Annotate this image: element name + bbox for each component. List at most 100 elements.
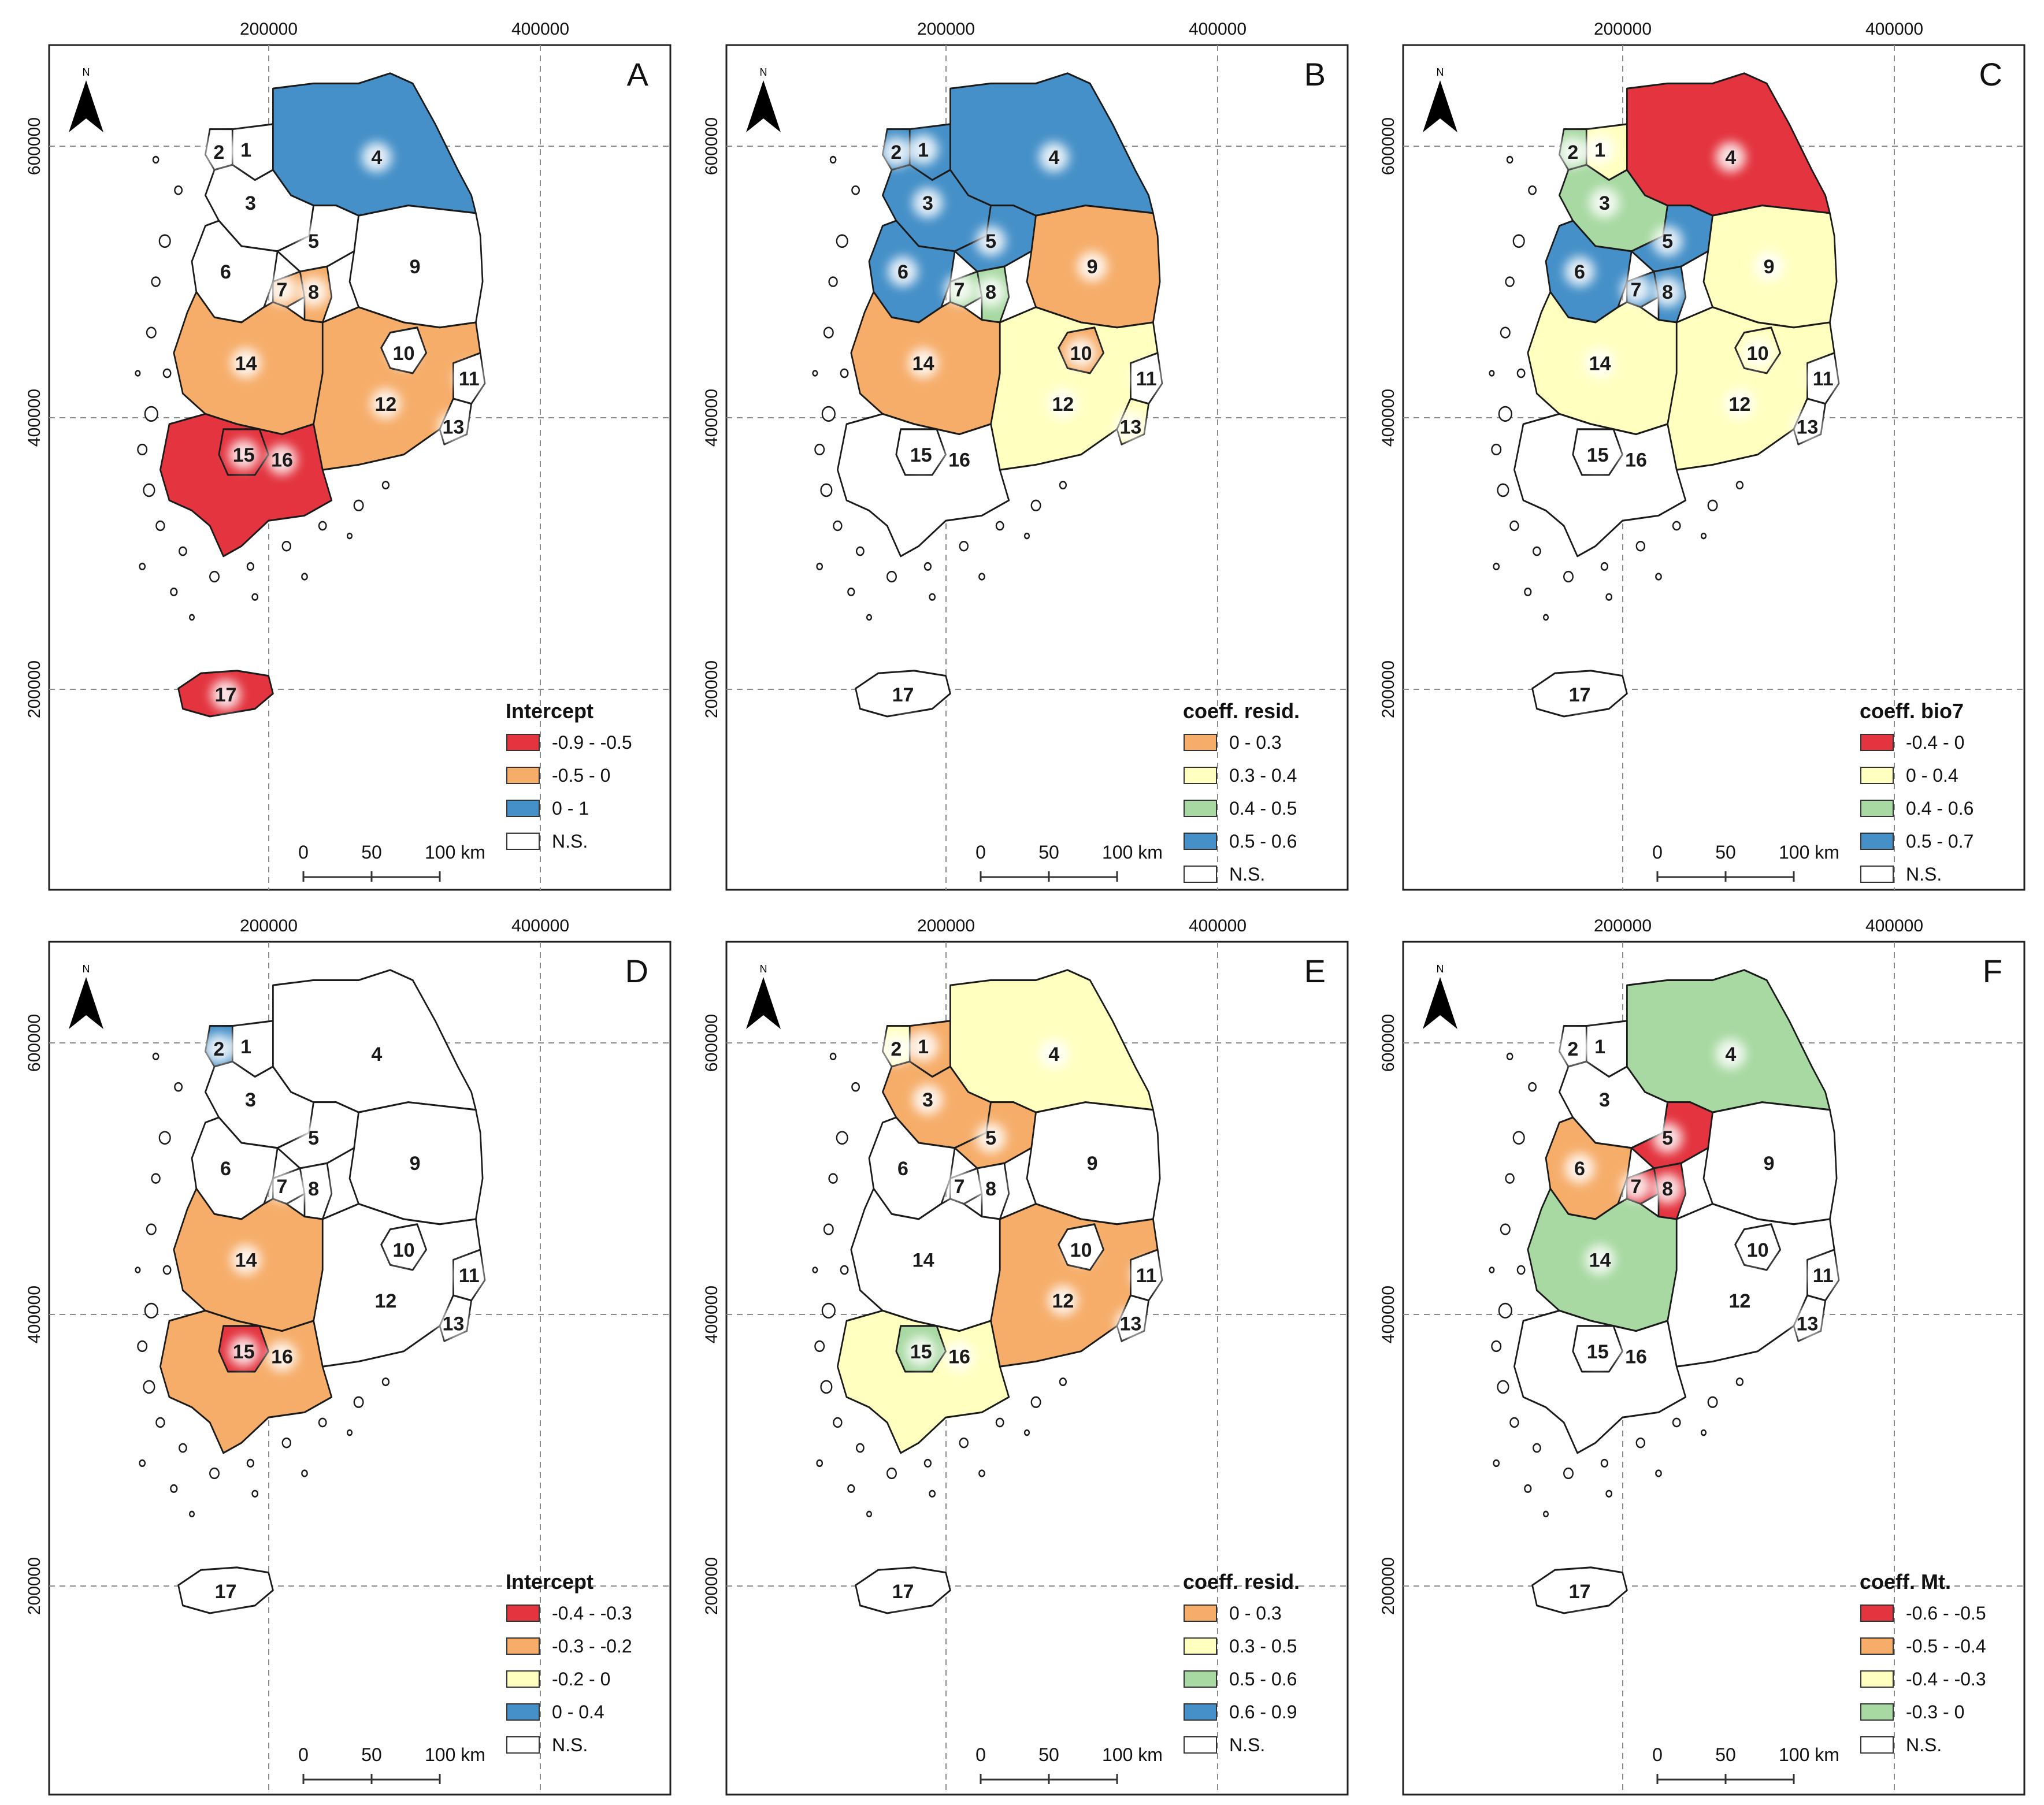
legend: Intercept -0.4 - -0.3 -0.3 - -0.2 -0.2 - 0 0… xyxy=(506,1570,632,1755)
island xyxy=(829,1052,837,1060)
island xyxy=(814,443,825,456)
island xyxy=(174,185,183,195)
legend-swatch xyxy=(1860,866,1894,883)
scale-tick-label: 100 km xyxy=(1102,842,1163,863)
region-number-label: 14 xyxy=(912,1249,934,1271)
region-number-label: 8 xyxy=(1662,1178,1673,1200)
legend-title: coeff. resid. xyxy=(1183,1570,1300,1594)
island xyxy=(1672,521,1681,531)
island xyxy=(158,234,171,248)
region-number-label: 16 xyxy=(948,450,970,471)
island xyxy=(840,1265,849,1275)
island xyxy=(1524,587,1532,596)
legend-swatch xyxy=(1184,734,1217,751)
island xyxy=(812,370,818,377)
island xyxy=(1563,570,1574,583)
island xyxy=(820,483,833,497)
island xyxy=(1524,1484,1532,1493)
island xyxy=(174,1082,183,1092)
island xyxy=(836,1131,848,1145)
region-number-label: 7 xyxy=(1631,279,1642,301)
region-number-label: 5 xyxy=(985,231,996,252)
island xyxy=(828,276,838,287)
region-number-label: 2 xyxy=(891,1038,902,1060)
island xyxy=(1635,540,1645,552)
region-number-label: 7 xyxy=(1631,1176,1642,1198)
north-label: N xyxy=(760,963,767,975)
island xyxy=(821,406,836,422)
island xyxy=(1563,1467,1574,1480)
region-number-label: 9 xyxy=(410,1153,421,1175)
island xyxy=(1707,499,1718,511)
region-number-label: 14 xyxy=(1589,352,1611,374)
legend-swatch xyxy=(1860,767,1894,784)
island xyxy=(1497,483,1509,497)
panel-d: 200000 400000 600000 400000 200000 12 3 4 5 6 7 8 9 1… xyxy=(25,916,672,1796)
scale-tick-label: 0 xyxy=(298,842,309,863)
panel-f: 200000 400000 600000 400000 200000 12 3 4 5 6 7 8 9 1… xyxy=(1379,916,2026,1796)
x-tick-label: 200000 xyxy=(1594,916,1652,935)
scale-bar: 0 50 100 km xyxy=(298,842,485,882)
region-number-label: 2 xyxy=(213,1038,224,1060)
scale-tick-label: 100 km xyxy=(1102,1744,1163,1765)
panel-a: 200000 400000 600000 400000 200000 12 3 4 5 6 7 8 9 1… xyxy=(25,20,672,891)
region-number-label: 15 xyxy=(233,1341,255,1363)
island xyxy=(1059,481,1067,490)
island xyxy=(866,1510,873,1518)
region-number-label: 10 xyxy=(1070,343,1092,365)
legend-label: 0 - 0.3 xyxy=(1229,1603,1282,1624)
north-arrow-icon: N xyxy=(1423,66,1457,132)
region-number-label: 4 xyxy=(1048,147,1059,169)
region-number-label: 13 xyxy=(442,416,464,438)
island xyxy=(1500,326,1511,339)
region-number-label: 8 xyxy=(985,281,996,303)
legend-title: coeff. Mt. xyxy=(1860,1570,1951,1594)
legend-swatch xyxy=(1184,833,1217,850)
region-number-label: 2 xyxy=(1567,142,1578,164)
legend-title: Intercept xyxy=(506,699,593,723)
island xyxy=(855,546,865,556)
x-tick-label: 400000 xyxy=(1865,916,1923,935)
region-number-label: 11 xyxy=(1136,368,1157,390)
x-tick-label: 400000 xyxy=(1189,916,1247,935)
island xyxy=(155,1417,165,1428)
x-tick-label: 200000 xyxy=(917,916,975,935)
island xyxy=(353,1396,364,1408)
region-number-label: 10 xyxy=(1747,343,1769,365)
legend-swatch xyxy=(1184,1605,1217,1622)
island xyxy=(143,1380,155,1394)
legend: coeff. Mt. -0.6 - -0.5 -0.5 - -0.4 -0.4 - -… xyxy=(1860,1570,1986,1755)
island xyxy=(929,593,936,601)
region-number-label: 9 xyxy=(1087,256,1098,278)
island xyxy=(152,1052,159,1060)
region-number-label: 12 xyxy=(1052,1290,1074,1312)
region-number-label: 3 xyxy=(1599,1089,1610,1111)
region-number-label: 4 xyxy=(1048,1043,1059,1065)
region-number-label: 8 xyxy=(308,281,319,303)
region-number-label: 1 xyxy=(1594,1036,1605,1058)
region-number-label: 13 xyxy=(1796,416,1818,438)
legend-label: 0.3 - 0.5 xyxy=(1229,1636,1297,1657)
island xyxy=(1542,614,1549,621)
panel-b: 200000 400000 600000 400000 200000 12 3 4 5 6 7 8 9 1… xyxy=(702,20,1349,891)
legend-label: 0 - 0.4 xyxy=(552,1702,604,1722)
island xyxy=(995,521,1004,531)
island xyxy=(866,614,873,621)
island xyxy=(1735,1377,1744,1387)
legend-title: Intercept xyxy=(506,1570,593,1594)
island xyxy=(144,1302,158,1319)
island xyxy=(137,1340,148,1353)
region-number-label: 9 xyxy=(410,256,421,278)
region-number-label: 11 xyxy=(459,368,480,390)
island xyxy=(1707,1396,1718,1408)
region-number-label: 8 xyxy=(1662,281,1673,303)
scale-tick-label: 0 xyxy=(1652,842,1663,863)
north-arrow-icon: N xyxy=(746,963,781,1029)
island xyxy=(318,1417,327,1428)
region-number-label: 15 xyxy=(1587,444,1609,466)
scale-tick-label: 50 xyxy=(361,842,382,863)
island xyxy=(1509,520,1519,532)
legend-label: -0.6 - -0.5 xyxy=(1906,1603,1986,1624)
island xyxy=(1509,1417,1519,1428)
legend-label: -0.3 - -0.2 xyxy=(552,1636,632,1657)
